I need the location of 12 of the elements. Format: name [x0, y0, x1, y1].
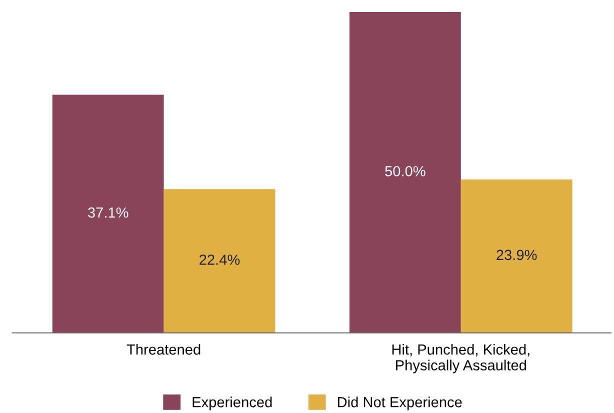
data-label: 23.9% — [496, 250, 537, 260]
bar — [164, 189, 276, 333]
x-tick-label: Threatened — [126, 344, 200, 355]
legend-label: Experienced — [192, 396, 272, 410]
bar — [52, 94, 164, 333]
data-label: 22.4% — [200, 254, 240, 265]
data-label: 50.0% — [385, 166, 426, 176]
bar — [349, 12, 461, 333]
data-label: 37.1% — [88, 207, 128, 218]
legend-label: Did Not Experience — [338, 396, 462, 410]
x-tick-label: Hit, Punched, Kicked, Physically Assaulted — [392, 344, 530, 374]
bar — [460, 179, 572, 333]
